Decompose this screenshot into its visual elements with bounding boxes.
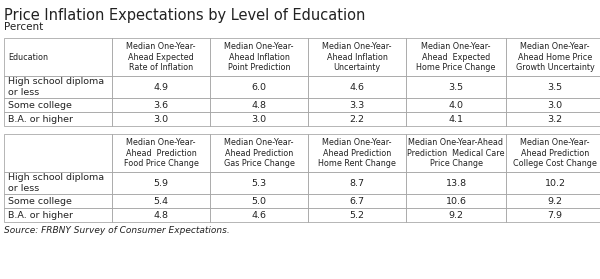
Text: Median One-Year-
Ahead Expected
Rate of Inflation: Median One-Year- Ahead Expected Rate of … [126, 42, 196, 72]
Text: Some college: Some college [8, 100, 72, 109]
Text: 5.0: 5.0 [251, 196, 266, 206]
Text: 9.2: 9.2 [548, 196, 563, 206]
Bar [506, 172, 600, 194]
Text: Percent: Percent [4, 22, 43, 32]
Bar [112, 76, 210, 98]
Text: 2.2: 2.2 [349, 114, 365, 124]
Bar [210, 112, 308, 126]
Bar [308, 208, 406, 222]
Bar [506, 38, 600, 76]
Text: High school diploma
or less: High school diploma or less [8, 173, 104, 193]
Text: Median One-Year-Ahead
Prediction  Medical Care
Price Change: Median One-Year-Ahead Prediction Medical… [407, 138, 505, 168]
Text: 6.0: 6.0 [251, 83, 266, 92]
Text: 4.8: 4.8 [251, 100, 266, 109]
Bar [308, 98, 406, 112]
Text: 4.0: 4.0 [449, 100, 464, 109]
Bar [210, 172, 308, 194]
Text: 9.2: 9.2 [449, 210, 464, 220]
Text: Median One-Year-
Ahead Prediction
Gas Price Change: Median One-Year- Ahead Prediction Gas Pr… [224, 138, 295, 168]
Bar [210, 194, 308, 208]
Text: Price Inflation Expectations by Level of Education: Price Inflation Expectations by Level of… [4, 8, 365, 23]
Bar [406, 76, 506, 98]
Text: 7.9: 7.9 [548, 210, 563, 220]
Bar [308, 76, 406, 98]
Text: 3.5: 3.5 [448, 83, 464, 92]
Bar [4, 112, 112, 126]
Text: Median One-Year-
Ahead  Prediction
Food Price Change: Median One-Year- Ahead Prediction Food P… [124, 138, 199, 168]
Bar [112, 38, 210, 76]
Bar [4, 194, 112, 208]
Text: High school diploma
or less: High school diploma or less [8, 77, 104, 97]
Text: 4.6: 4.6 [349, 83, 365, 92]
Text: Education: Education [8, 52, 48, 61]
Bar [308, 194, 406, 208]
Bar [406, 194, 506, 208]
Text: 3.2: 3.2 [547, 114, 563, 124]
Bar [4, 98, 112, 112]
Text: 4.6: 4.6 [251, 210, 266, 220]
Bar [506, 194, 600, 208]
Bar [112, 98, 210, 112]
Bar [112, 112, 210, 126]
Bar [506, 76, 600, 98]
Bar [506, 208, 600, 222]
Text: Median One-Year-
Ahead Inflation
Point Prediction: Median One-Year- Ahead Inflation Point P… [224, 42, 294, 72]
Bar [4, 38, 112, 76]
Text: 4.1: 4.1 [449, 114, 464, 124]
Text: 13.8: 13.8 [445, 179, 467, 187]
Text: 6.7: 6.7 [349, 196, 365, 206]
Text: Some college: Some college [8, 196, 72, 206]
Text: B.A. or higher: B.A. or higher [8, 114, 73, 124]
Bar [506, 98, 600, 112]
Text: 3.6: 3.6 [154, 100, 169, 109]
Bar [506, 134, 600, 172]
Text: Median One-Year-
Ahead Home Price
Growth Uncertainty: Median One-Year- Ahead Home Price Growth… [515, 42, 595, 72]
Text: Median One-Year-
Ahead Prediction
College Cost Change: Median One-Year- Ahead Prediction Colleg… [513, 138, 597, 168]
Bar [210, 38, 308, 76]
Bar [308, 134, 406, 172]
Text: 10.2: 10.2 [545, 179, 566, 187]
Bar [308, 172, 406, 194]
Bar [112, 208, 210, 222]
Bar [210, 134, 308, 172]
Bar [210, 98, 308, 112]
Bar [406, 112, 506, 126]
Text: Median One-Year-
Ahead Inflation
Uncertainty: Median One-Year- Ahead Inflation Uncerta… [322, 42, 392, 72]
Bar [210, 76, 308, 98]
Text: 4.9: 4.9 [154, 83, 169, 92]
Text: 3.0: 3.0 [251, 114, 266, 124]
Text: B.A. or higher: B.A. or higher [8, 210, 73, 220]
Bar [112, 172, 210, 194]
Text: 5.3: 5.3 [251, 179, 266, 187]
Text: Source: FRBNY Survey of Consumer Expectations.: Source: FRBNY Survey of Consumer Expecta… [4, 226, 230, 235]
Bar [4, 208, 112, 222]
Bar [406, 208, 506, 222]
Text: 5.2: 5.2 [349, 210, 365, 220]
Bar [4, 76, 112, 98]
Bar [406, 172, 506, 194]
Text: Median One-Year-
Ahead  Expected
Home Price Change: Median One-Year- Ahead Expected Home Pri… [416, 42, 496, 72]
Bar [406, 98, 506, 112]
Text: 8.7: 8.7 [349, 179, 365, 187]
Bar [506, 112, 600, 126]
Text: 5.4: 5.4 [154, 196, 169, 206]
Bar [210, 208, 308, 222]
Text: 4.8: 4.8 [154, 210, 169, 220]
Text: 5.9: 5.9 [154, 179, 169, 187]
Bar [406, 38, 506, 76]
Text: 3.0: 3.0 [547, 100, 563, 109]
Text: 10.6: 10.6 [445, 196, 467, 206]
Text: 3.0: 3.0 [154, 114, 169, 124]
Bar [4, 134, 112, 172]
Bar [4, 172, 112, 194]
Text: 3.3: 3.3 [349, 100, 365, 109]
Text: 3.5: 3.5 [547, 83, 563, 92]
Bar [308, 112, 406, 126]
Bar [406, 134, 506, 172]
Bar [308, 38, 406, 76]
Bar [112, 134, 210, 172]
Bar [112, 194, 210, 208]
Text: Median One-Year-
Ahead Prediction
Home Rent Change: Median One-Year- Ahead Prediction Home R… [318, 138, 396, 168]
